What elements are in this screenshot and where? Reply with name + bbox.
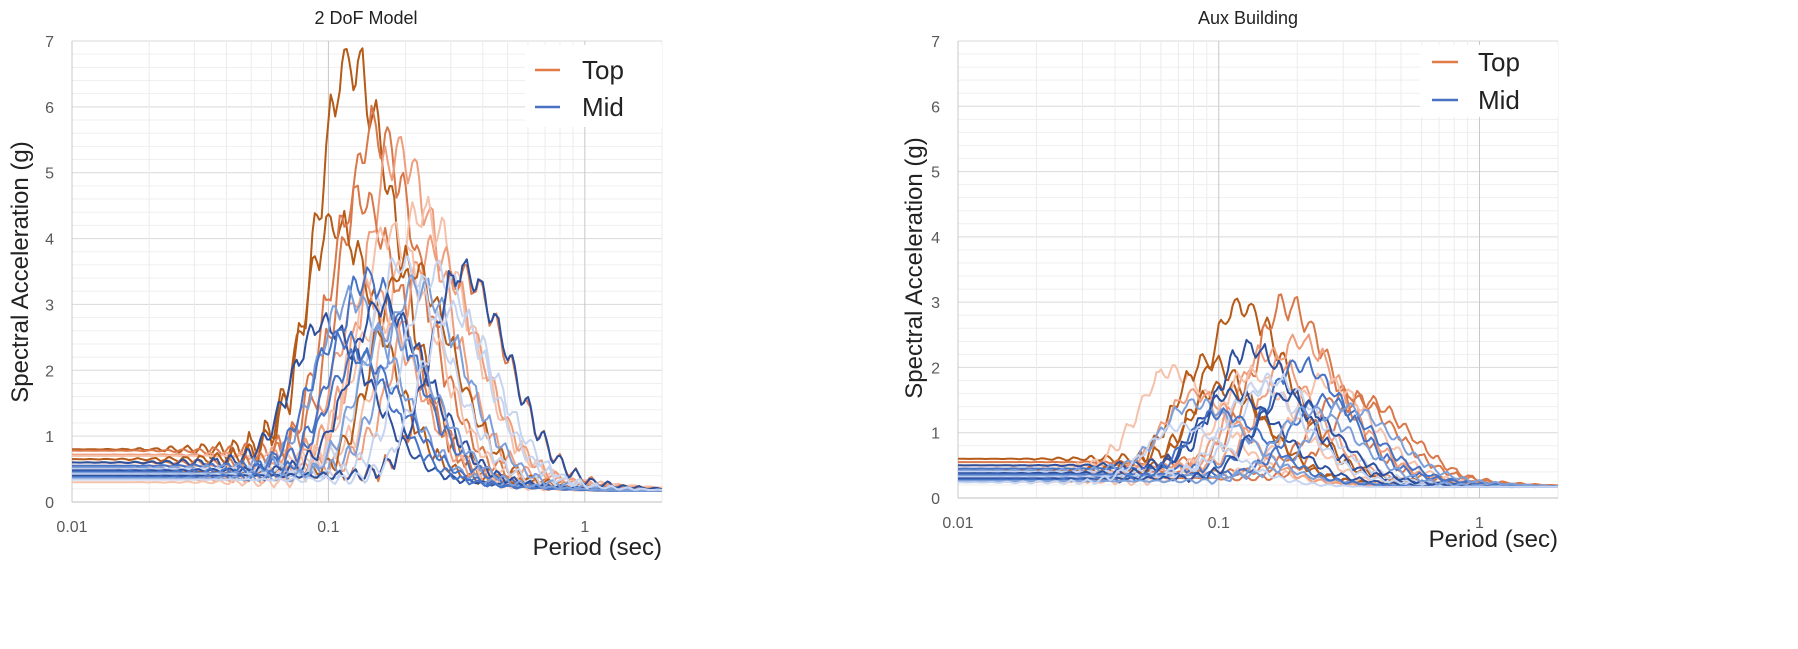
y-tick-label: 7 <box>931 34 940 51</box>
y-tick-label: 4 <box>45 232 54 249</box>
x-tick-label: 1 <box>580 519 589 536</box>
y-tick-label: 2 <box>45 363 54 380</box>
y-tick-label: 1 <box>45 429 54 446</box>
chart-aux-building: 0 1 2 3 4 5 6 7 0.01 0.1 1 Aux Building Spectral Acc… <box>901 8 1559 553</box>
y-tick-label: 5 <box>45 166 54 183</box>
x-tick-label: 1 <box>1475 515 1484 532</box>
series-line-mid <box>72 274 662 492</box>
y-tick-label: 6 <box>45 100 54 117</box>
legend-label-top: Top <box>1478 47 1520 77</box>
y-tick-label: 0 <box>931 491 940 508</box>
series-line-top <box>72 195 663 489</box>
x-tick-label: 0.01 <box>942 515 973 532</box>
x-tick-label: 0.1 <box>1208 515 1230 532</box>
series-line-mid <box>72 299 663 491</box>
series-line-mid <box>958 401 1558 488</box>
series-line-mid <box>957 421 1558 489</box>
y-tick-label: 5 <box>931 165 940 182</box>
y-tick-label: 7 <box>45 34 54 51</box>
y-tick-label: 3 <box>931 295 940 312</box>
legend-label-top: Top <box>582 55 624 85</box>
chart-title: Aux Building <box>1198 8 1298 28</box>
legend-box <box>1420 45 1558 117</box>
y-tick-label: 1 <box>931 426 940 443</box>
x-axis-label: Period (sec) <box>1429 526 1558 553</box>
series-line-mid <box>72 322 662 492</box>
legend-box <box>525 45 662 127</box>
series-line-mid <box>72 258 663 491</box>
y-axis-label: Spectral Acceleration (g) <box>7 141 34 402</box>
chart-2dof-model: 0 1 2 3 4 5 6 7 0.01 0.1 1 2 DoF Model Spectral Acce… <box>7 8 663 561</box>
legend-label-mid: Mid <box>1478 85 1520 115</box>
series-line-mid <box>958 392 1559 488</box>
y-tick-label: 3 <box>45 297 54 314</box>
y-tick-label: 6 <box>931 99 940 116</box>
x-tick-label: 0.1 <box>317 519 339 536</box>
x-axis-label: Period (sec) <box>533 534 662 561</box>
legend-label-mid: Mid <box>582 92 624 122</box>
y-axis-label: Spectral Acceleration (g) <box>901 137 928 398</box>
series-line-mid <box>72 259 663 491</box>
y-tick-label: 2 <box>931 360 940 377</box>
series-line-mid <box>72 255 663 492</box>
chart-title: 2 DoF Model <box>314 8 417 28</box>
y-tick-label: 0 <box>45 495 54 512</box>
x-tick-label: 0.01 <box>56 519 87 536</box>
y-tick-label: 4 <box>931 230 940 247</box>
